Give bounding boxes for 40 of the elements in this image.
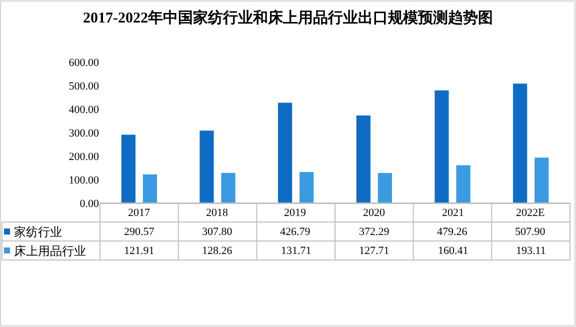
data-label: 290.57 bbox=[124, 226, 155, 238]
x-tick-label: 2017 bbox=[128, 207, 150, 219]
data-label: 507.90 bbox=[515, 226, 546, 238]
legend-label: 床上用品行业 bbox=[14, 244, 86, 258]
y-tick-label: 600.00 bbox=[68, 56, 100, 69]
x-tick-label: 2021 bbox=[442, 207, 464, 219]
bar bbox=[142, 174, 157, 203]
x-tick-label: 2022E bbox=[516, 207, 545, 219]
bar bbox=[456, 165, 470, 203]
data-label: 426.79 bbox=[280, 226, 311, 238]
y-tick-label: 400.00 bbox=[68, 104, 100, 116]
data-label: 128.26 bbox=[202, 245, 233, 257]
bar bbox=[434, 90, 449, 203]
y-tick-label: 100.00 bbox=[68, 174, 100, 186]
bar bbox=[278, 102, 292, 203]
bar bbox=[534, 158, 549, 203]
data-label: 193.11 bbox=[516, 245, 546, 257]
data-label: 160.41 bbox=[438, 245, 468, 257]
data-label: 121.91 bbox=[124, 245, 154, 257]
y-tick-label: 300.00 bbox=[68, 127, 100, 140]
chart-title: 2017-2022年中国家纺行业和床上用品行业出口规模预测趋势图 bbox=[83, 8, 493, 26]
bar bbox=[300, 172, 314, 203]
x-tick-label: 2019 bbox=[284, 207, 306, 219]
data-label: 131.71 bbox=[281, 245, 312, 257]
y-tick-label: 0.00 bbox=[80, 198, 100, 210]
y-tick-label: 500.00 bbox=[68, 80, 100, 92]
legend-label: 家纺行业 bbox=[14, 225, 62, 239]
bar bbox=[121, 134, 136, 203]
x-tick-label: 2020 bbox=[363, 207, 386, 219]
bar bbox=[356, 116, 370, 203]
data-label: 372.29 bbox=[359, 226, 390, 238]
bar bbox=[378, 172, 392, 203]
data-label: 127.71 bbox=[359, 245, 390, 257]
y-tick-label: 200.00 bbox=[68, 150, 100, 163]
bar bbox=[200, 130, 214, 203]
bar bbox=[513, 84, 528, 203]
x-tick-label: 2018 bbox=[206, 207, 228, 219]
data-label: 479.26 bbox=[437, 226, 468, 238]
data-label: 307.80 bbox=[202, 226, 233, 238]
bar bbox=[221, 172, 236, 203]
